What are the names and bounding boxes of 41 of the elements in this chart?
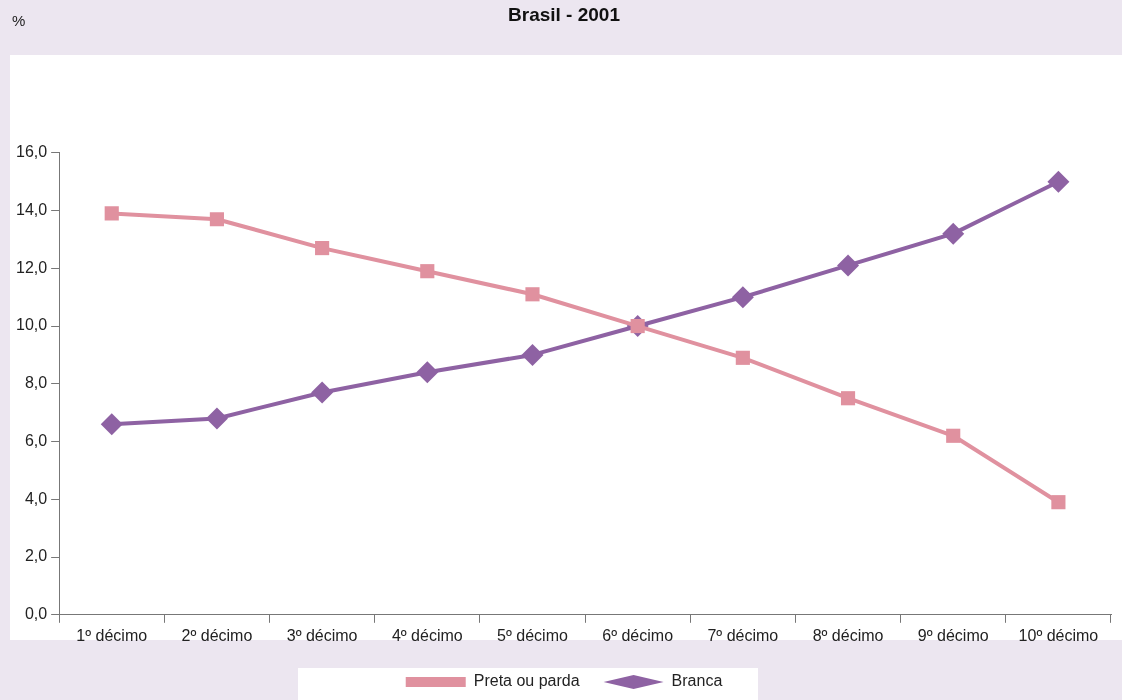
point: [946, 428, 961, 443]
point: [735, 350, 750, 365]
point: [315, 241, 330, 256]
x-tick-label: 3º décimo: [286, 626, 358, 644]
point: [1051, 495, 1066, 510]
y-tick-label: 4,0: [24, 489, 48, 507]
y-tick-label: 10,0: [16, 316, 48, 334]
y-tick-label: 14,0: [16, 200, 48, 218]
x-tick-label: 6º décimo: [602, 626, 674, 644]
x-tick-label: 5º décimo: [497, 626, 568, 644]
point: [416, 361, 439, 384]
y-tick-label: 6,0: [24, 431, 48, 449]
y-tick-label: 0,0: [24, 605, 48, 623]
point: [311, 381, 334, 404]
y-tick-label: 12,0: [16, 258, 48, 276]
point: [840, 391, 856, 406]
point: [104, 206, 119, 221]
legend-label: Preta ou parda: [473, 672, 580, 690]
x-tick-label: 2º décimo: [181, 626, 253, 644]
legend-label: Branca: [671, 672, 723, 690]
y-tick-label: 8,0: [24, 374, 48, 392]
point: [100, 413, 123, 436]
x-tick-label: 9º décimo: [917, 626, 989, 644]
y-tick-label: 16,0: [16, 143, 48, 161]
point: [420, 264, 435, 279]
y-tick-label: 2,0: [24, 547, 48, 565]
point: [731, 286, 754, 309]
point: [942, 222, 965, 245]
x-tick-label: 8º décimo: [812, 626, 884, 644]
x-tick-label: 4º décimo: [391, 626, 463, 644]
x-tick-label: 7º décimo: [707, 626, 779, 644]
point: [525, 287, 540, 302]
point: [209, 212, 224, 227]
x-tick-label: 10º décimo: [1018, 626, 1099, 644]
x-tick-label: 1º décimo: [76, 626, 148, 644]
point: [521, 343, 544, 366]
point: [205, 407, 228, 430]
text: %: [12, 11, 26, 29]
point: [837, 254, 860, 277]
point: [1047, 170, 1070, 193]
chart-title: Brasil - 2001: [508, 3, 621, 25]
